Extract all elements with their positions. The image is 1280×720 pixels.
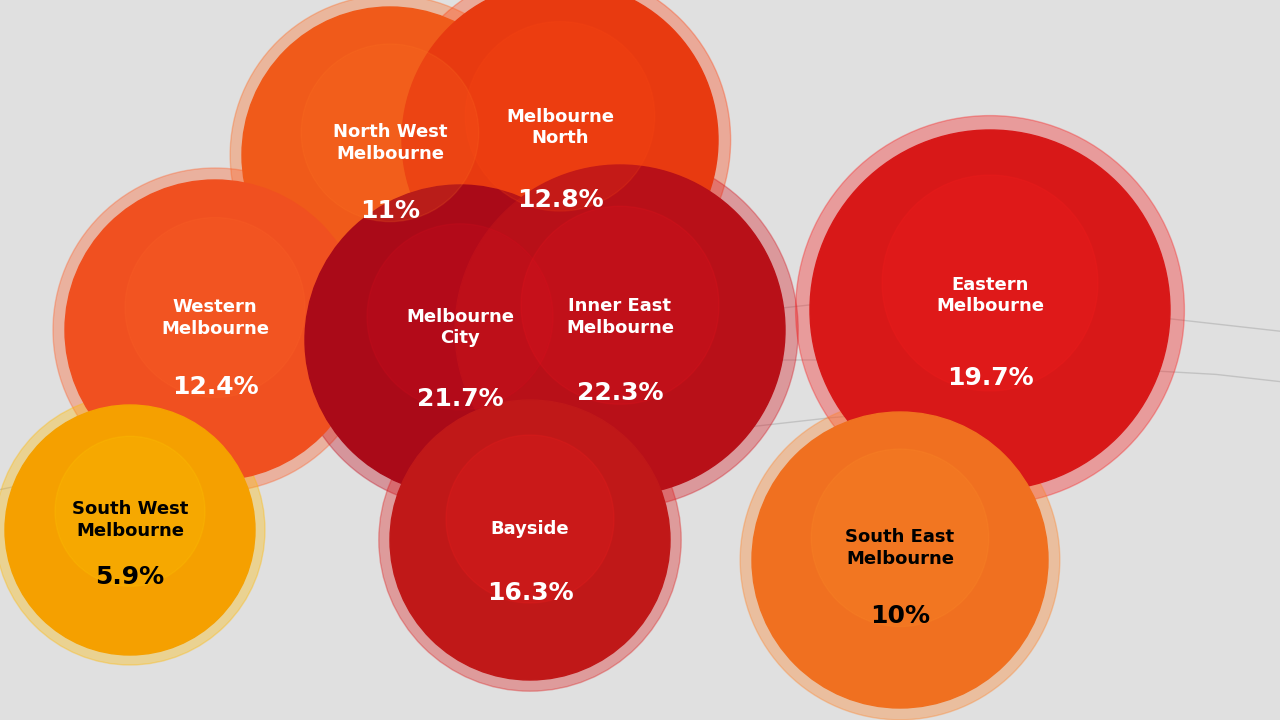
Text: Bayside: Bayside: [490, 520, 570, 538]
Circle shape: [305, 185, 614, 495]
Circle shape: [125, 217, 305, 397]
Circle shape: [753, 412, 1048, 708]
Circle shape: [55, 436, 205, 586]
Text: Inner East
Melbourne: Inner East Melbourne: [566, 297, 675, 336]
Circle shape: [242, 7, 538, 303]
Text: 19.7%: 19.7%: [947, 366, 1033, 390]
Text: 12.4%: 12.4%: [172, 375, 259, 399]
Polygon shape: [256, 288, 768, 425]
Circle shape: [390, 400, 669, 680]
Text: Eastern
Melbourne: Eastern Melbourne: [936, 276, 1044, 315]
Text: Melbourne
North: Melbourne North: [506, 107, 614, 147]
Circle shape: [812, 449, 989, 626]
Text: 5.9%: 5.9%: [96, 565, 165, 590]
Circle shape: [796, 116, 1184, 505]
Text: 10%: 10%: [870, 604, 931, 629]
Circle shape: [52, 168, 378, 492]
Circle shape: [740, 400, 1060, 720]
Text: 22.3%: 22.3%: [577, 381, 663, 405]
Circle shape: [5, 405, 255, 655]
Text: Western
Melbourne: Western Melbourne: [161, 298, 269, 338]
Text: 12.8%: 12.8%: [517, 188, 603, 212]
Circle shape: [442, 152, 799, 508]
Circle shape: [379, 389, 681, 691]
Circle shape: [454, 165, 785, 495]
Circle shape: [367, 224, 553, 410]
Text: 21.7%: 21.7%: [417, 387, 503, 411]
Text: South West
Melbourne: South West Melbourne: [72, 500, 188, 540]
Circle shape: [810, 130, 1170, 490]
Text: Melbourne
City: Melbourne City: [406, 308, 515, 347]
Circle shape: [230, 0, 550, 315]
Circle shape: [445, 435, 614, 603]
Circle shape: [301, 44, 479, 222]
Text: 11%: 11%: [360, 199, 420, 223]
Circle shape: [389, 0, 731, 310]
Circle shape: [521, 206, 719, 404]
Circle shape: [0, 395, 265, 665]
Text: 16.3%: 16.3%: [486, 581, 573, 606]
Circle shape: [882, 175, 1098, 391]
Circle shape: [65, 180, 365, 480]
Text: South East
Melbourne: South East Melbourne: [845, 528, 955, 568]
Text: North West
Melbourne: North West Melbourne: [333, 123, 447, 163]
Circle shape: [402, 0, 718, 298]
Circle shape: [465, 22, 655, 211]
Circle shape: [293, 173, 627, 508]
